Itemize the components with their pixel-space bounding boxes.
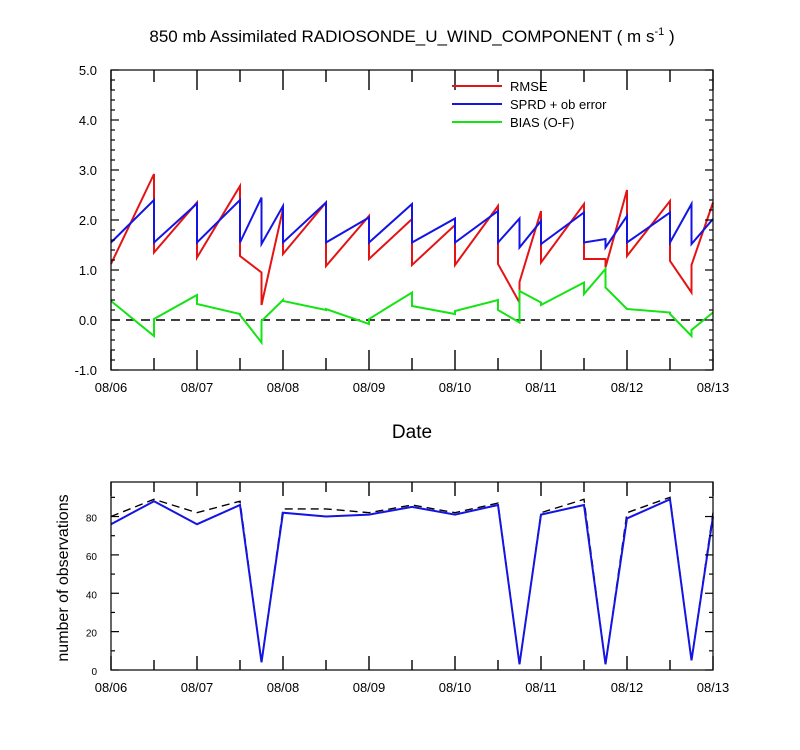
x-tick-label: 08/13 [697,380,730,395]
legend: RMSE SPRD + ob error BIAS (O-F) [452,79,607,130]
chart-title-units-exponent: -1 [654,26,664,38]
x-tick-label: 08/09 [353,680,386,695]
x-tick-label: 08/11 [525,680,557,695]
series-line-bias-o-f [110,266,714,346]
y-tick-label: 3.0 [79,163,97,178]
x-tick-label: 08/09 [353,380,386,395]
plot-frame [110,481,714,671]
series-line-total-observations [110,496,714,665]
chart-title-text: 850 mb Assimilated RADIOSONDE_U_WIND_COM… [149,27,654,46]
series-line-rmse [110,173,714,307]
bottom-plot-panel: 08/06 08/07 08/08 08/09 08/10 08/11 08/12 08/13… [86,481,730,695]
x-tick-label: 08/12 [611,380,644,395]
x-tick-label: 08/10 [439,380,472,395]
legend-label: RMSE [510,79,548,94]
x-tick-label: 08/08 [267,380,300,395]
y-axis-label-observations: number of observations [55,494,72,661]
series-line-assimilated-observations [110,497,714,665]
x-tick-label: 08/07 [181,680,214,695]
x-tick-label: 08/08 [267,680,300,695]
series-line-sprd-ob-error [110,197,714,251]
chart-title: 850 mb Assimilated RADIOSONDE_U_WIND_COM… [149,26,674,46]
x-axis-label: Date [392,422,432,443]
y-tick-label: 60 [86,552,98,563]
x-tick-label: 08/12 [611,680,644,695]
chart-title-close: ) [664,27,674,46]
x-tick-label: 08/13 [697,680,730,695]
legend-label: SPRD + ob error [510,97,607,112]
y-tick-label: 4.0 [79,113,97,128]
x-tick-label: 08/06 [95,680,128,695]
y-tick-label: 20 [86,629,98,640]
x-tick-label: 08/11 [525,380,557,395]
y-tick-label: -1.0 [75,363,97,378]
y-tick-label: 0.0 [79,313,97,328]
legend-label: BIAS (O-F) [510,115,574,130]
y-tick-label: 2.0 [79,213,97,228]
y-tick-label: 80 [86,514,98,525]
y-tick-label: 40 [86,590,98,601]
x-tick-label: 08/07 [181,380,214,395]
y-tick-label: 5.0 [79,63,97,78]
x-tick-label: 08/10 [439,680,472,695]
y-tick-label: 0 [91,667,97,678]
y-tick-label: 1.0 [79,263,97,278]
x-tick-label: 08/06 [95,380,128,395]
top-plot-panel: 08/06 08/07 08/08 08/09 08/10 08/11 08/12 08/13… [75,63,730,395]
